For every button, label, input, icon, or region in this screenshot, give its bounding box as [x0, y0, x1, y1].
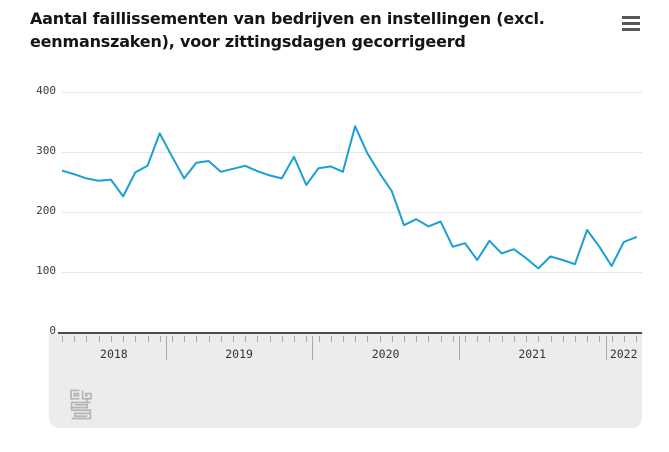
gridline-y400 [62, 91, 642, 93]
x-axis-month-tick [428, 336, 430, 342]
x-axis-year-separator [458, 336, 460, 360]
gridline-y300 [62, 151, 642, 153]
x-axis-month-tick [501, 336, 503, 342]
x-axis-line [58, 332, 642, 335]
gridline-y200 [62, 211, 642, 213]
x-axis-month-tick [391, 336, 393, 342]
x-axis-month-tick [452, 336, 454, 342]
x-axis-month-tick [233, 336, 234, 342]
x-axis-month-tick [562, 336, 564, 342]
x-axis-month-tick [281, 336, 283, 342]
x-axis-month-tick [294, 336, 295, 342]
x-axis-year-separator [605, 336, 607, 360]
x-axis-month-tick [184, 336, 186, 342]
x-axis-year-label: 2020 [371, 347, 400, 361]
x-axis-month-tick [196, 336, 198, 342]
x-axis-year-separator [165, 336, 167, 360]
hamburger-bar [622, 28, 640, 31]
x-axis-month-tick [623, 336, 625, 342]
plot-area [62, 125, 637, 270]
x-axis-month-tick [342, 336, 344, 342]
x-axis-year-label: 2018 [100, 347, 128, 361]
x-axis-month-tick [86, 336, 88, 342]
hamburger-bar [622, 16, 640, 19]
x-axis-month-tick [257, 336, 259, 342]
y-axis-tick-label: 100 [36, 264, 56, 277]
hamburger-bar [622, 22, 640, 25]
y-axis-tick-label: 400 [36, 84, 56, 97]
x-axis-month-tick [123, 336, 125, 342]
cbs-logo [70, 389, 92, 420]
x-axis-year-label: 2019 [225, 347, 253, 361]
x-axis-month-tick [489, 336, 491, 342]
x-axis-panel: 2018 2019 2020 2021 2022 [49, 334, 642, 428]
x-axis-month-tick [147, 336, 149, 342]
x-axis-month-tick [159, 336, 161, 342]
x-axis-month-tick [611, 336, 613, 342]
x-axis-month-tick [135, 336, 137, 342]
x-axis-month-tick [367, 336, 369, 342]
x-axis-month-tick [440, 336, 442, 342]
x-axis-month-tick [171, 336, 173, 342]
x-axis-month-tick [318, 336, 320, 342]
y-axis-tick-label: 200 [36, 204, 56, 217]
x-axis-month-tick [574, 336, 576, 342]
y-axis-tick-label: 300 [36, 144, 56, 157]
hamburger-menu-icon[interactable] [622, 16, 640, 32]
x-axis-month-tick [355, 336, 357, 342]
x-axis-month-tick [220, 336, 222, 342]
chart-title: Aantal faillissementen van bedrijven en … [30, 9, 545, 52]
x-axis-month-tick [330, 336, 332, 342]
x-axis-month-tick [208, 336, 210, 342]
x-axis-month-tick [599, 336, 601, 342]
x-axis-month-tick [513, 336, 515, 342]
x-axis-month-tick [245, 336, 247, 342]
x-axis-month-tick [62, 336, 63, 342]
x-axis-month-tick [306, 336, 308, 342]
x-axis-month-tick [636, 336, 637, 342]
x-axis-month-tick [269, 336, 271, 342]
x-axis-year-label: 2021 [518, 347, 547, 361]
x-axis-year-separator [312, 336, 314, 360]
x-axis-month-tick [110, 336, 112, 342]
gridline-y100 [62, 271, 642, 273]
y-axis-tick-label: 0 [49, 324, 56, 337]
x-axis-month-tick [404, 336, 405, 342]
x-axis-month-tick [416, 336, 418, 342]
x-axis-month-tick [538, 336, 540, 342]
x-axis-month-tick [587, 336, 589, 342]
x-axis-month-tick [98, 336, 100, 342]
x-axis-month-tick [74, 336, 76, 342]
x-axis-year-label: 2022 [609, 347, 638, 361]
x-axis-month-tick [550, 336, 552, 342]
series-line[interactable] [62, 125, 637, 270]
x-axis-month-tick [465, 336, 466, 342]
x-axis-month-tick [379, 336, 381, 342]
x-axis-month-tick [477, 336, 479, 342]
x-axis-month-tick [526, 336, 528, 342]
